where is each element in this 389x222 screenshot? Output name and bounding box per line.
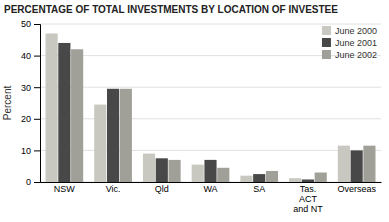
legend-label: June 2001 <box>335 38 377 48</box>
y-axis: 0 10 20 30 40 50 <box>21 19 41 187</box>
y-tick-mark <box>34 24 40 25</box>
x-tick-label-line: SA <box>253 184 265 194</box>
legend: June 2000 June 2001 June 2002 <box>322 26 377 60</box>
bar <box>58 43 70 182</box>
bar <box>302 179 314 182</box>
y-tick-mark <box>34 119 40 120</box>
x-axis: NSW Vic. Qld WA SA Tas.ACTand NT Overseas <box>41 182 382 214</box>
x-tick: Qld <box>155 182 169 194</box>
y-axis-title: Percent <box>2 86 13 121</box>
bar <box>253 174 265 182</box>
legend-swatch <box>322 38 331 47</box>
y-tick-label: 40 <box>21 51 31 61</box>
x-tick-label: Vic. <box>106 184 121 194</box>
x-tick-label: Overseas <box>337 184 376 194</box>
bars <box>46 33 376 182</box>
bar <box>120 89 132 182</box>
bar <box>192 165 204 182</box>
bar <box>289 178 301 182</box>
title: PERCENTAGE OF TOTAL INVESTMENTS BY LOCAT… <box>4 4 338 15</box>
x-tick-label-line: Overseas <box>337 184 376 194</box>
x-tick-label-line: and NT <box>293 204 323 214</box>
x-tick-label: Tas.ACTand NT <box>293 184 323 214</box>
y-tick-mark <box>34 87 40 88</box>
x-tick: WA <box>203 182 217 194</box>
legend-label: June 2000 <box>335 26 377 36</box>
y-tick-mark <box>34 150 40 151</box>
bar-series <box>71 49 375 182</box>
bar <box>168 160 180 182</box>
bar <box>156 158 168 182</box>
bar-series <box>58 43 362 182</box>
bar <box>71 49 83 182</box>
x-tick-label-line: Qld <box>155 184 169 194</box>
y-tick-label: 10 <box>21 146 31 156</box>
grid <box>40 24 381 182</box>
bar <box>351 150 363 182</box>
plot: 0 10 20 30 40 50 NSW Vic. Qld WA SA Tas.ACTand NT Ov… <box>21 19 382 214</box>
x-tick: Vic. <box>106 182 121 194</box>
x-axis-line <box>41 182 382 183</box>
legend-item: June 2000 <box>322 26 377 36</box>
bar <box>217 168 229 182</box>
y-tick-label: 30 <box>21 83 31 93</box>
legend-swatch <box>322 26 331 35</box>
grid-line <box>40 150 381 151</box>
y-tick-mark <box>34 56 40 57</box>
y-tick-label: 0 <box>26 177 31 187</box>
y-axis-line <box>34 25 41 183</box>
x-tick-label-line: NSW <box>54 184 76 194</box>
y-tick: 20 <box>21 114 40 124</box>
x-tick: Overseas <box>337 182 376 194</box>
y-tick: 50 <box>21 19 40 29</box>
x-tick-label: NSW <box>54 184 76 194</box>
legend-swatch <box>322 50 331 59</box>
y-tick: 40 <box>21 51 40 61</box>
bar <box>204 160 216 182</box>
y-tick-label: 50 <box>21 19 31 29</box>
bar <box>315 173 327 182</box>
bar <box>46 33 58 182</box>
grid-line <box>40 87 381 88</box>
grid-line <box>40 24 381 25</box>
chart: 0 10 20 30 40 50 NSW Vic. Qld WA SA Tas.ACTand NT Ov… <box>0 0 389 222</box>
y-tick: 10 <box>21 146 40 156</box>
legend-item: June 2002 <box>322 50 377 60</box>
x-tick-label-line: Vic. <box>106 184 121 194</box>
bar <box>240 176 252 182</box>
legend-label: June 2002 <box>335 50 377 60</box>
x-tick: SA <box>253 182 265 194</box>
y-tick: 30 <box>21 83 40 93</box>
y-tick-mark <box>34 182 40 183</box>
y-tick-label: 20 <box>21 114 31 124</box>
bar <box>266 171 278 182</box>
x-tick-label: SA <box>253 184 265 194</box>
x-tick-label-line: ACT <box>299 194 318 204</box>
bar <box>363 146 375 182</box>
grid-line <box>40 118 381 119</box>
bar <box>143 154 155 182</box>
x-tick-label-line: WA <box>203 184 217 194</box>
bar <box>94 105 106 182</box>
bar <box>107 89 119 182</box>
x-tick: Tas.ACTand NT <box>293 182 323 214</box>
bar-series <box>46 33 350 182</box>
legend-item: June 2001 <box>322 38 377 48</box>
y-tick: 0 <box>26 177 40 187</box>
x-tick-label: WA <box>203 184 217 194</box>
bar <box>338 146 350 182</box>
x-tick-label-line: Tas. <box>300 184 317 194</box>
x-tick-label: Qld <box>155 184 169 194</box>
x-tick: NSW <box>54 182 76 194</box>
